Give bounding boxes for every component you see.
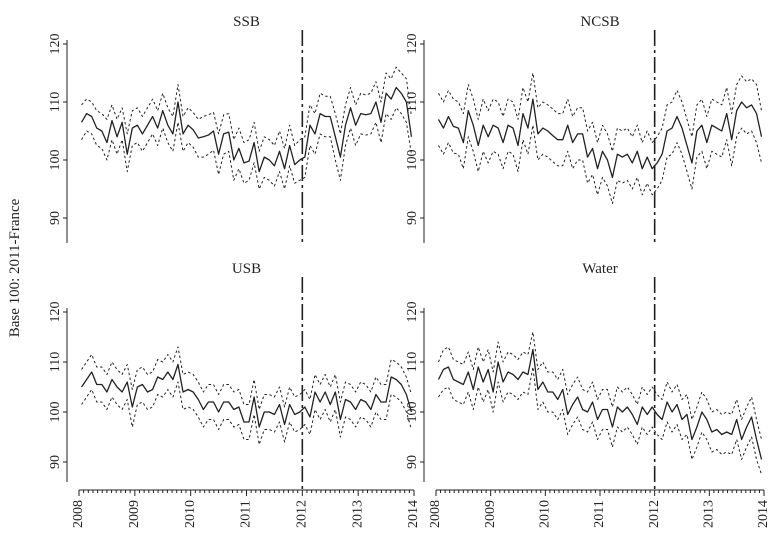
x-tick-label: 2013 bbox=[702, 500, 717, 528]
chart-panel-ncsb: NCSB 90 100 110 120 bbox=[405, 14, 763, 243]
y-tick-label: 90 bbox=[405, 455, 420, 469]
series-estimate bbox=[80, 86, 413, 173]
y-tick-label: 110 bbox=[48, 352, 63, 372]
chart-panels: SSB 90 100 110 120 NCSB 90 100 110 120 USB 90 100 110… bbox=[48, 14, 770, 528]
chart-panel-ssb: SSB 90 100 110 120 bbox=[48, 14, 413, 243]
panel-title: Water bbox=[582, 261, 617, 277]
y-tick-label: 100 bbox=[405, 402, 420, 423]
chart-panel-usb: USB 90 100 110 120 2008 2009 2010 2011 2012 2013 20… bbox=[48, 261, 421, 528]
y-tick-label: 120 bbox=[405, 34, 420, 55]
x-tick-label: 2011 bbox=[592, 500, 607, 527]
x-tick-label: 2012 bbox=[647, 500, 662, 528]
y-tick-label: 110 bbox=[405, 352, 420, 372]
y-tick-label: 90 bbox=[48, 211, 63, 225]
x-tick-label: 2014 bbox=[756, 500, 770, 528]
y-tick-label: 100 bbox=[405, 150, 420, 171]
series-lower-bound bbox=[438, 366, 762, 475]
panel-title: USB bbox=[232, 261, 261, 277]
x-tick-label: 2011 bbox=[239, 500, 254, 527]
x-tick-label: 2010 bbox=[183, 500, 198, 528]
x-tick-label: 2013 bbox=[350, 500, 365, 528]
y-tick-label: 90 bbox=[405, 211, 420, 225]
y-tick-label: 110 bbox=[48, 92, 63, 112]
series-upper-bound bbox=[81, 346, 412, 410]
y-tick-label: 120 bbox=[48, 302, 63, 323]
series-estimate bbox=[437, 98, 763, 179]
series-lower-bound bbox=[81, 381, 412, 445]
series-upper-bound bbox=[438, 72, 763, 152]
y-tick-label: 120 bbox=[405, 302, 420, 323]
series-upper-bound bbox=[438, 331, 763, 440]
y-tick-label: 110 bbox=[405, 92, 420, 112]
x-tick-label: 2008 bbox=[71, 500, 86, 528]
y-tick-label: 100 bbox=[48, 402, 63, 423]
x-tick-label: 2012 bbox=[295, 500, 310, 528]
series-upper-bound bbox=[81, 66, 412, 152]
y-tick-label: 100 bbox=[48, 150, 63, 171]
panel-title: NCSB bbox=[580, 14, 619, 30]
y-tick-label: 90 bbox=[48, 455, 63, 469]
series-estimate bbox=[81, 363, 413, 428]
series-lower-bound bbox=[81, 107, 412, 190]
series-estimate bbox=[437, 348, 763, 460]
x-tick-label: 2014 bbox=[406, 500, 421, 528]
y-axis-label: Base 100: 2011-France bbox=[7, 198, 23, 337]
panel-title: SSB bbox=[233, 14, 260, 30]
x-tick-label: 2010 bbox=[538, 500, 553, 528]
x-tick-label: 2008 bbox=[428, 500, 443, 528]
series-lower-bound bbox=[438, 124, 763, 204]
chart-panel-water: Water 90 100 110 120 2008 2009 2010 2011 2012 2013… bbox=[405, 261, 770, 528]
y-tick-label: 120 bbox=[48, 34, 63, 55]
x-tick-label: 2009 bbox=[127, 500, 142, 528]
x-tick-label: 2009 bbox=[483, 500, 498, 528]
